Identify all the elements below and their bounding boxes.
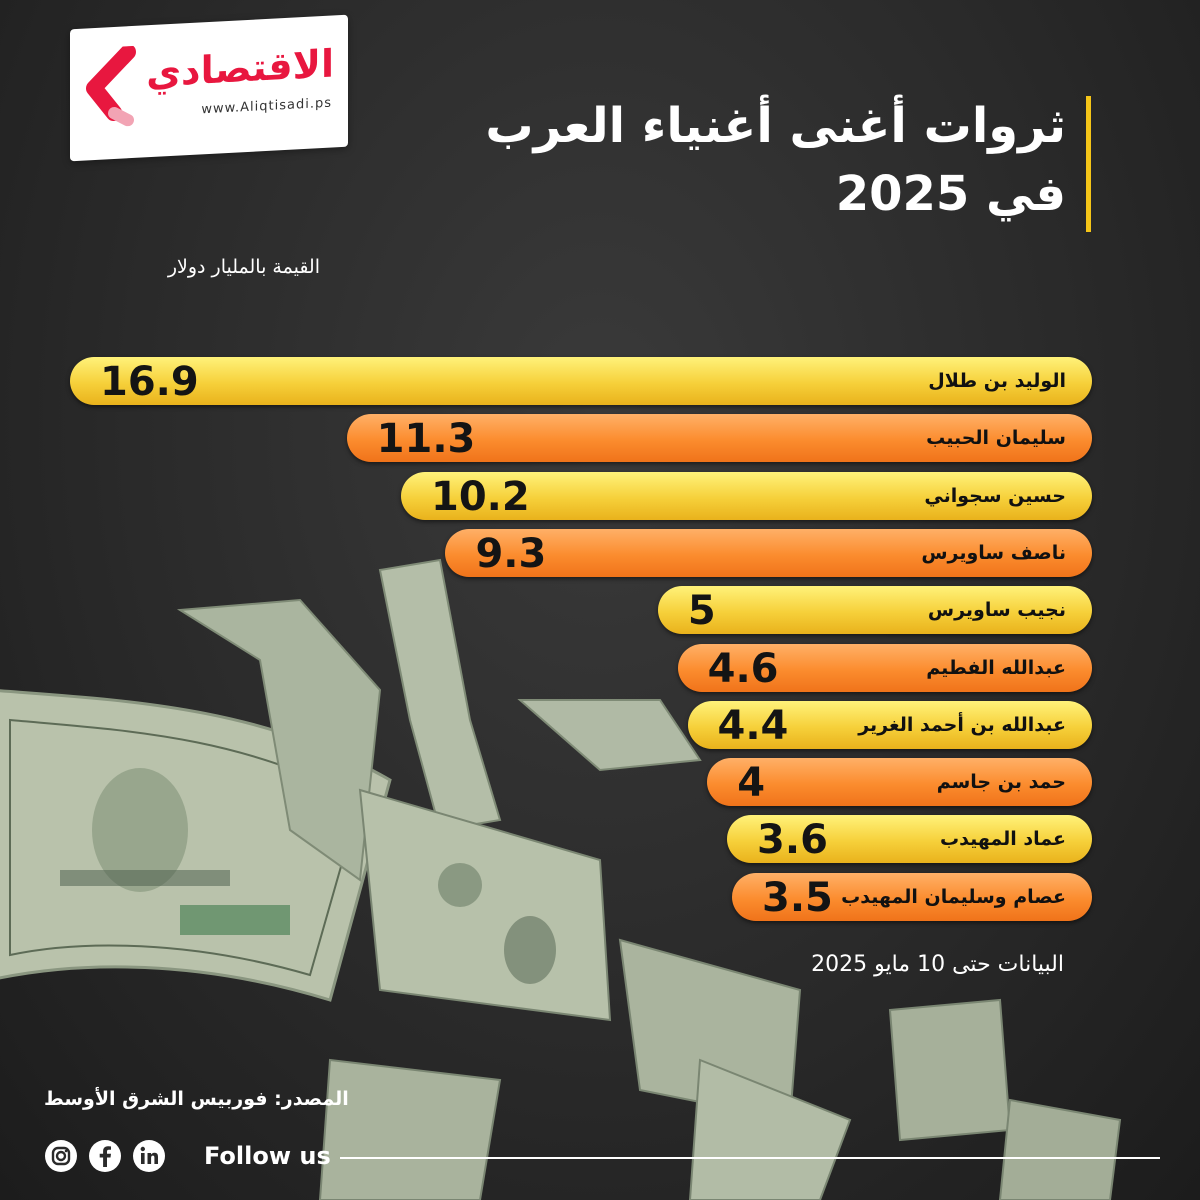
bar-category-label: حسين سجواني [924,484,1066,507]
bar-value-label: 3.5 [762,874,833,921]
bar-category-label: عبدالله الفطيم [926,656,1066,679]
instagram-icon[interactable] [44,1139,78,1173]
bar-value-label: 16.9 [100,359,199,405]
bar-category-label: حمد بن جاسم [936,771,1066,794]
bar-category-label: الوليد بن طلال [928,370,1066,392]
social-footer: Follow us [44,1138,331,1174]
bar: 5 نجيب ساويرس [657,586,1092,635]
brand-mark-icon [86,45,136,127]
bar-category-label: عبدالله بن أحمد الغرير [858,713,1066,736]
bar: 4.4 عبدالله بن أحمد الغرير [687,700,1092,749]
banknotes-background [0,558,1122,1200]
bar-value-label: 4.4 [717,702,789,749]
facebook-icon[interactable] [88,1139,122,1173]
title-line-2: في 2025 [835,166,1066,222]
bar-category-label: عماد المهيدب [940,828,1066,851]
bar-category-label: عصام وسليمان المهيدب [841,885,1066,908]
bar-value-label: 9.3 [475,530,547,577]
bar-category-label: ناصف ساويرس [921,541,1066,564]
unit-note: القيمة بالمليار دولار [167,256,320,278]
bar: 16.9 الوليد بن طلال [70,357,1092,405]
bar-value-label: 5 [687,588,716,635]
banknote-top-left [176,598,382,882]
footer-divider [340,1157,1160,1159]
bar-category-label: نجيب ساويرس [927,599,1066,622]
bar-value-label: 3.6 [757,817,828,864]
banknote-center [358,558,612,1022]
bar-category-label: سليمان الحبيب [926,427,1066,450]
date-note: البيانات حتى 10 مايو 2025 [811,952,1064,977]
bar: 3.6 عماد المهيدب [727,815,1092,864]
bar-value-label: 4.6 [707,645,779,692]
bar: 3.5 عصام وسليمان المهيدب [732,872,1092,921]
linkedin-icon[interactable] [132,1139,166,1173]
title-line-1: ثروات أغنى أغنياء العرب [485,98,1066,154]
bar: 4 حمد بن جاسم [707,758,1092,807]
title-accent-bar [1086,96,1091,232]
bar-value-label: 11.3 [376,416,476,463]
page-title: ثروات أغنى أغنياء العرب في 2025 [485,92,1066,228]
banknote-right [517,699,1012,1142]
bar-value-label: 4 [737,760,766,807]
bar: 10.2 حسين سجواني [401,471,1092,520]
bar: 9.3 ناصف ساويرس [445,528,1092,577]
banknote-bottom [318,1058,1122,1200]
source-note: المصدر: فوربيس الشرق الأوسط [44,1088,349,1110]
bar: 4.6 عبدالله الفطيم [677,643,1092,692]
logo: الاقتصادي www.Aliqtisadi.ps [70,14,348,162]
bar: 11.3 سليمان الحبيب [346,414,1092,463]
follow-us-label: Follow us [204,1142,331,1170]
bar-value-label: 10.2 [431,473,530,520]
